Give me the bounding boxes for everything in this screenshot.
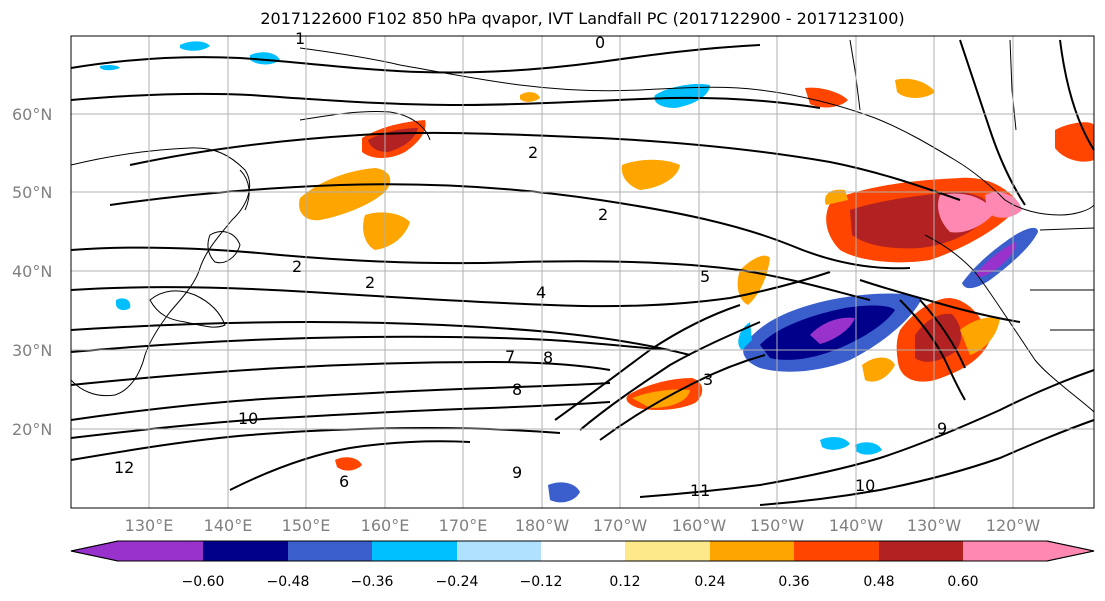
contour-label: 10 [238, 409, 258, 428]
contour-label: 2 [598, 205, 608, 224]
map-border [70, 35, 1095, 509]
contour-label: 11 [690, 481, 710, 500]
colorbar-segment [372, 541, 457, 561]
lat-label: 40°N [12, 262, 52, 281]
contour-label: 2 [528, 143, 538, 162]
figure-title: 2017122600 F102 850 hPa qvapor, IVT Land… [260, 9, 905, 28]
lon-label: 160°W [672, 516, 727, 535]
shading-layer [100, 41, 1094, 503]
contour-label: 1 [295, 29, 305, 48]
gridlines [71, 36, 1094, 508]
contour-label: 3 [703, 370, 713, 389]
contour-label: 4 [536, 283, 546, 302]
contour-label: 6 [339, 472, 349, 491]
colorbar-label: −0.12 [520, 574, 563, 590]
lat-label: 20°N [12, 420, 52, 439]
colorbar-extend-low [71, 541, 118, 561]
lon-label: 150°W [750, 516, 805, 535]
colorbar-label: −0.24 [436, 574, 479, 590]
colorbar-segment [794, 541, 879, 561]
lon-label: 170°E [439, 516, 488, 535]
colorbar-label: −0.36 [351, 574, 394, 590]
colorbar-segment [963, 541, 1047, 561]
contour-labels: 0 1 2 2 2 2 4 7 8 8 9 9 10 10 11 12 6 3 … [114, 29, 947, 500]
colorbar-labels: −0.60 −0.48 −0.36 −0.24 −0.12 0.12 0.24 … [182, 574, 979, 590]
colorbar [70, 540, 1095, 562]
lon-labels: 130°E 140°E 150°E 160°E 170°E 180°W 170°… [125, 516, 1041, 535]
lat-label: 50°N [12, 183, 52, 202]
lon-label: 160°E [361, 516, 410, 535]
colorbar-segment-first [118, 541, 203, 561]
contour-label: 2 [292, 257, 302, 276]
colorbar-segment [288, 541, 372, 561]
lon-label: 180°W [515, 516, 570, 535]
lon-label: 140°E [204, 516, 253, 535]
lon-label: 120°W [986, 516, 1041, 535]
contour-layer [70, 39, 1095, 506]
contour-label: 12 [114, 458, 134, 477]
contour-label: 5 [700, 267, 710, 286]
lon-label: 130°W [907, 516, 962, 535]
colorbar-label: −0.48 [267, 574, 310, 590]
lon-label: 150°E [282, 516, 331, 535]
colorbar-label: −0.60 [182, 574, 225, 590]
contour-label: 0 [595, 33, 605, 52]
colorbar-segment [710, 541, 794, 561]
contour-label: 8 [512, 380, 522, 399]
lat-labels: 60°N 50°N 40°N 30°N 20°N [12, 105, 52, 439]
colorbar-segment [625, 541, 710, 561]
lat-label: 60°N [12, 105, 52, 124]
colorbar-label: 0.60 [947, 574, 978, 590]
lon-label: 130°E [125, 516, 174, 535]
contour-label: 8 [543, 348, 553, 367]
colorbar-segment [541, 541, 625, 561]
contour-label: 2 [365, 273, 375, 292]
lon-label: 170°W [593, 516, 648, 535]
colorbar-label: 0.12 [609, 574, 640, 590]
colorbar-label: 0.48 [863, 574, 894, 590]
contour-label: 10 [855, 476, 875, 495]
colorbar-outline-top [70, 540, 1095, 562]
contour-label: 9 [512, 463, 522, 482]
colorbar-label: 0.24 [694, 574, 725, 590]
colorbar-segment [879, 541, 963, 561]
lat-label: 30°N [12, 341, 52, 360]
colorbar-label: 0.36 [778, 574, 809, 590]
colorbar-segment [457, 541, 541, 561]
colorbar-segment-second [203, 541, 288, 561]
contour-label: 7 [505, 347, 515, 366]
colorbar-extend-high [1047, 541, 1094, 561]
lon-label: 140°W [829, 516, 884, 535]
contour-label: 9 [937, 419, 947, 438]
